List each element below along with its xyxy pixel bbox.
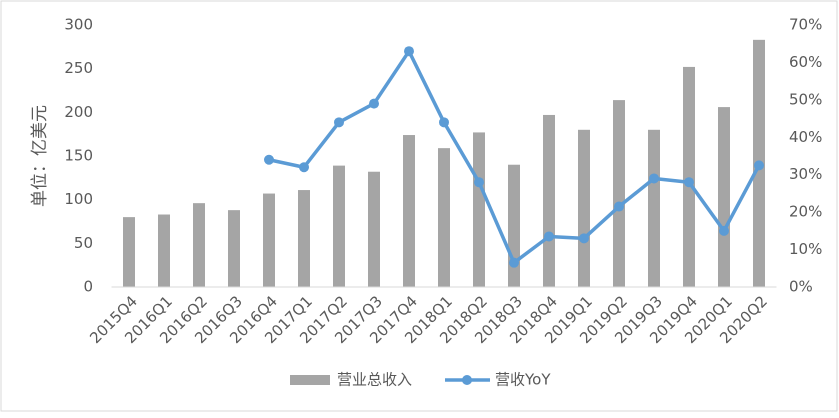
bar (403, 135, 415, 287)
line-marker (334, 117, 344, 128)
line-marker (614, 201, 624, 212)
y2-tick-label: 60% (789, 53, 822, 71)
y2-tick-label: 0% (789, 278, 813, 296)
bar (158, 214, 170, 287)
y2-tick-label: 20% (789, 203, 822, 221)
bar (263, 193, 275, 287)
line-marker (754, 160, 764, 171)
y-tick-label: 200 (64, 103, 93, 121)
bar (613, 100, 625, 288)
y-tick-label: 100 (64, 190, 93, 208)
line-marker (544, 231, 554, 242)
bar (648, 129, 660, 287)
line-marker (649, 173, 659, 184)
y2-tick-label: 50% (789, 90, 822, 108)
legend-label: 营收YoY (495, 371, 551, 389)
legend-marker (462, 375, 472, 385)
legend-swatch (290, 375, 330, 385)
line-marker (264, 154, 274, 165)
bar (228, 210, 240, 287)
legend-label: 营业总收入 (337, 371, 412, 389)
bar (543, 114, 555, 287)
y-tick-label: 0 (83, 278, 93, 296)
line-marker (369, 98, 379, 109)
y2-tick-label: 40% (789, 128, 822, 146)
y-tick-label: 250 (64, 59, 93, 77)
bar (193, 203, 205, 287)
y-axis-label: 单位：亿美元 (30, 105, 50, 207)
line-marker (684, 177, 694, 188)
line-marker (299, 162, 309, 173)
bar (473, 132, 485, 287)
y-tick-label: 300 (64, 16, 93, 34)
y-tick-label: 50 (74, 234, 93, 252)
y2-tick-label: 30% (789, 165, 822, 183)
bar (298, 190, 310, 287)
y2-tick-label: 70% (789, 16, 822, 34)
line-marker (404, 46, 414, 57)
line-marker (474, 177, 484, 188)
bar (438, 148, 450, 287)
bar (508, 164, 520, 287)
bar (333, 165, 345, 287)
bar (123, 217, 135, 287)
line-marker (439, 117, 449, 128)
bar (578, 129, 590, 287)
line-marker (579, 233, 589, 244)
line-marker (719, 225, 729, 236)
bar (683, 66, 695, 287)
bar (718, 107, 730, 288)
line-marker (509, 257, 519, 268)
y2-tick-label: 10% (789, 240, 822, 258)
y-tick-label: 150 (64, 147, 93, 165)
bar (368, 171, 380, 287)
